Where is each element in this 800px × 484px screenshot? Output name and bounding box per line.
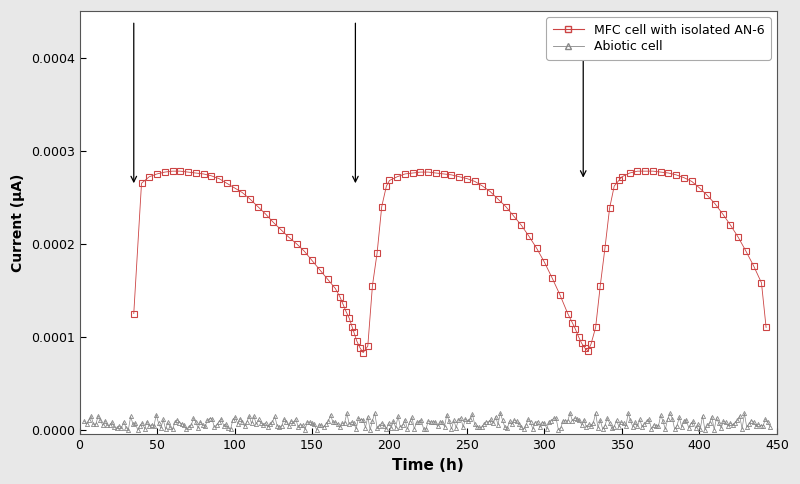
Legend: MFC cell with isolated AN-6, Abiotic cell: MFC cell with isolated AN-6, Abiotic cel…	[546, 17, 770, 60]
X-axis label: Time (h): Time (h)	[392, 458, 464, 473]
Y-axis label: Current (μA): Current (μA)	[11, 174, 25, 272]
